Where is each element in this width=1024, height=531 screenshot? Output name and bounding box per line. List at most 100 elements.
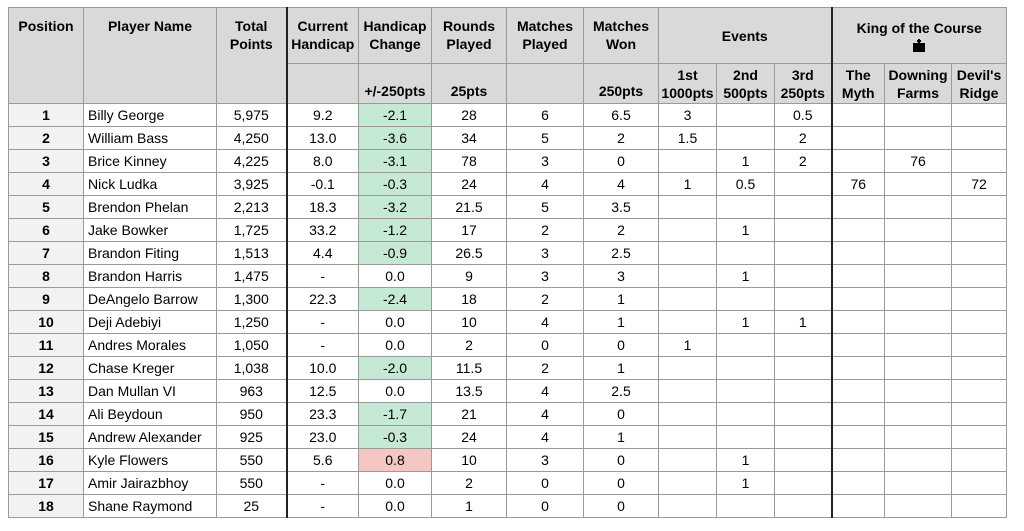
header-events-3rd: 3rd 250pts [774, 63, 832, 104]
total-points-cell: 1,475 [216, 264, 288, 288]
position-cell: 18 [8, 494, 84, 518]
table-row: 14 Ali Beydoun 950 23.3 -1.7 21 4 0 [8, 402, 1007, 426]
king-devils-ridge-cell [951, 402, 1007, 426]
rounds-played-cell: 11.5 [431, 356, 507, 380]
matches-played-cell: 4 [506, 425, 584, 449]
matches-won-cell: 0 [583, 494, 659, 518]
matches-won-cell: 2 [583, 218, 659, 242]
matches-played-cell: 5 [506, 126, 584, 150]
matches-played-cell: 2 [506, 218, 584, 242]
player-name-cell: Brice Kinney [83, 149, 217, 173]
event-3rd-cell [774, 218, 832, 242]
king-downing-farms-cell [884, 264, 952, 288]
event-2nd-cell [716, 195, 775, 219]
matches-played-cell: 4 [506, 310, 584, 334]
event-3rd-cell [774, 425, 832, 449]
matches-played-cell: 4 [506, 379, 584, 403]
handicap-change-cell: -3.6 [358, 126, 432, 150]
king-downing-farms-cell [884, 103, 952, 127]
matches-won-cell: 1 [583, 425, 659, 449]
matches-won-cell: 0 [583, 471, 659, 495]
matches-played-cell: 0 [506, 471, 584, 495]
handicap-change-cell: 0.0 [358, 333, 432, 357]
handicap-change-cell: -3.1 [358, 149, 432, 173]
king-downing-farms-cell [884, 379, 952, 403]
event-3rd-cell: 0.5 [774, 103, 832, 127]
current-handicap-cell: 18.3 [286, 195, 359, 219]
matches-won-cell: 3 [583, 264, 659, 288]
handicap-change-cell: 0.0 [358, 264, 432, 288]
total-points-cell: 1,725 [216, 218, 288, 242]
header-current-handicap: Current Handicap [286, 7, 359, 64]
total-points-cell: 1,038 [216, 356, 288, 380]
table-row: 7 Brandon Fiting 1,513 4.4 -0.9 26.5 3 2.5 [8, 241, 1007, 265]
handicap-change-cell: 0.0 [358, 471, 432, 495]
header-current-handicap-sub [286, 63, 359, 104]
king-devils-ridge-cell [951, 379, 1007, 403]
king-the-myth-cell [830, 356, 885, 380]
event-2nd-cell: 0.5 [716, 172, 775, 196]
rounds-played-cell: 24 [431, 425, 507, 449]
king-devils-ridge-cell [951, 425, 1007, 449]
event-2nd-cell [716, 241, 775, 265]
total-points-cell: 550 [216, 448, 288, 472]
king-downing-farms-cell [884, 333, 952, 357]
position-cell: 2 [8, 126, 84, 150]
position-cell: 14 [8, 402, 84, 426]
event-1st-cell [658, 494, 717, 518]
table-row: 11 Andres Morales 1,050-0.0 2 0 0 1 [8, 333, 1007, 357]
header-player-name: Player Name [83, 7, 217, 104]
matches-played-cell: 5 [506, 195, 584, 219]
matches-won-cell: 0 [583, 402, 659, 426]
player-name-cell: Nick Ludka [83, 172, 217, 196]
king-devils-ridge-cell [951, 149, 1007, 173]
handicap-change-cell: -0.3 [358, 425, 432, 449]
king-downing-farms-cell [884, 448, 952, 472]
event-1st-cell [658, 356, 717, 380]
king-devils-ridge-cell [951, 448, 1007, 472]
king-devils-ridge-cell [951, 126, 1007, 150]
leaderboard-body: 1 Billy George 5,975 9.2 -2.1 28 6 6.5 3 0.5 2 Will… [8, 103, 1007, 518]
current-handicap-cell: 22.3 [286, 287, 359, 311]
table-row: 13 Dan Mullan VI 963 12.5 0.0 13.5 4 2.5 [8, 379, 1007, 403]
matches-played-cell: 2 [506, 356, 584, 380]
matches-won-cell: 1 [583, 310, 659, 334]
position-cell: 10 [8, 310, 84, 334]
current-handicap-cell: 8.0 [286, 149, 359, 173]
king-the-myth-cell [830, 425, 885, 449]
table-row: 2 William Bass 4,250 13.0 -3.6 34 5 2 1.5 2 [8, 126, 1007, 150]
king-the-myth-cell [830, 218, 885, 242]
rounds-played-cell: 28 [431, 103, 507, 127]
event-1st-cell [658, 149, 717, 173]
event-3rd-cell: 2 [774, 149, 832, 173]
event-3rd-cell [774, 287, 832, 311]
event-2nd-cell [716, 402, 775, 426]
position-cell: 16 [8, 448, 84, 472]
event-3rd-cell [774, 195, 832, 219]
event-1st-cell [658, 425, 717, 449]
event-1st-cell [658, 287, 717, 311]
matches-played-cell: 4 [506, 402, 584, 426]
matches-played-cell: 2 [506, 287, 584, 311]
king-the-myth-cell [830, 402, 885, 426]
header-king-of-the-course: King of the Course [830, 7, 1007, 64]
event-3rd-cell [774, 241, 832, 265]
king-the-myth-cell [830, 241, 885, 265]
current-handicap-cell: - [286, 494, 359, 518]
current-handicap-cell: 12.5 [286, 379, 359, 403]
matches-won-cell: 1 [583, 287, 659, 311]
table-row: 10 Deji Adebiyi 1,250-0.0 10 4 1 1 1 [8, 310, 1007, 334]
current-handicap-cell: 23.3 [286, 402, 359, 426]
position-cell: 11 [8, 333, 84, 357]
king-downing-farms-cell [884, 195, 952, 219]
king-downing-farms-cell: 76 [884, 149, 952, 173]
king-the-myth-cell [830, 379, 885, 403]
rounds-played-cell: 1 [431, 494, 507, 518]
king-downing-farms-cell [884, 126, 952, 150]
current-handicap-cell: - [286, 310, 359, 334]
king-the-myth-cell [830, 287, 885, 311]
event-3rd-cell [774, 379, 832, 403]
matches-played-cell: 3 [506, 149, 584, 173]
total-points-cell: 925 [216, 425, 288, 449]
matches-played-cell: 3 [506, 448, 584, 472]
